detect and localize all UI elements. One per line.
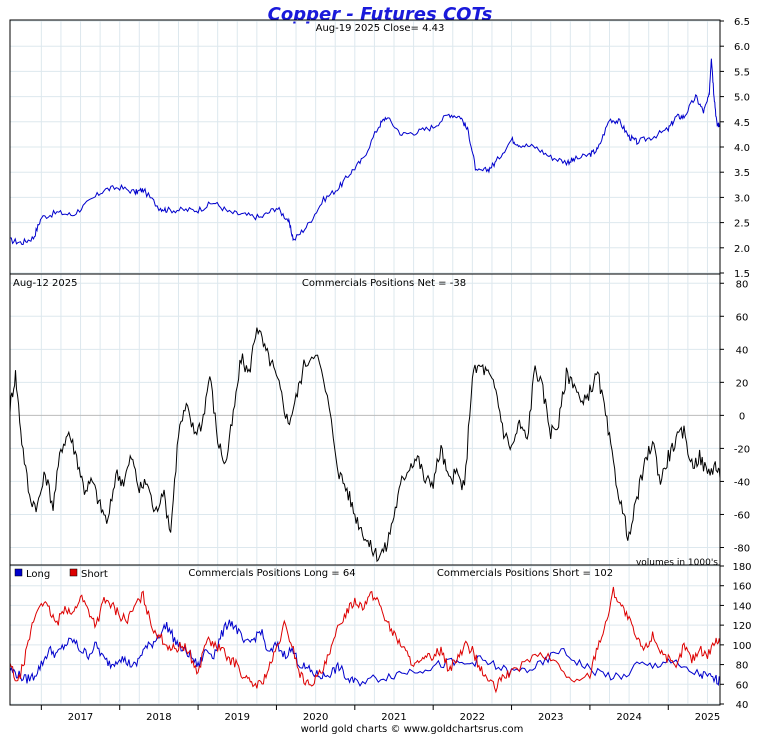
x-tick-label: 2020	[303, 712, 328, 723]
x-tick-label: 2021	[381, 712, 406, 723]
legend-short-swatch	[69, 568, 78, 577]
legend-long-label: Long	[26, 569, 50, 580]
long-header: Commercials Positions Long = 64	[188, 568, 355, 579]
x-tick-label: 2017	[68, 712, 93, 723]
y-tick-label: 2.0	[734, 244, 750, 255]
y-tick-label: 60	[736, 312, 749, 323]
y-tick-label: 5.5	[734, 67, 750, 78]
y-tick-label: 80	[736, 279, 749, 290]
chart-title: Copper - Futures COTs	[268, 4, 493, 25]
y-tick-label: 40	[736, 345, 749, 356]
legend: Long Short	[14, 568, 108, 580]
short-series-line	[9, 586, 721, 694]
panel-frame	[9, 273, 721, 566]
net-series-line	[9, 327, 721, 563]
y-tick-label: 160	[732, 582, 751, 593]
net-date-label: Aug-12 2025	[13, 278, 78, 289]
y-tick-label: 60	[736, 680, 749, 691]
x-tick-label: 2022	[460, 712, 485, 723]
y-tick-label: 6.5	[734, 17, 750, 28]
x-axis: 2017 2018 2019 2020 2021 2022 2023 2024 2025	[40, 705, 720, 723]
y-tick-label: -60	[734, 510, 750, 521]
price-panel: 6.5 6.0 5.5 5.0 4.5 4.0 3.5 3.0 2.5 2.0 1.5	[9, 17, 750, 280]
x-tick-label: 2019	[225, 712, 250, 723]
legend-long-swatch	[14, 568, 23, 577]
y-tick-label: 140	[732, 601, 751, 612]
y-tick-label: 2.5	[734, 219, 750, 230]
y-tick-label: 3.5	[734, 168, 750, 179]
legend-short-label: Short	[81, 569, 108, 580]
x-tick-label: 2018	[146, 712, 171, 723]
y-tick-label: 4.5	[734, 118, 750, 129]
y-tick-label: 120	[732, 621, 751, 632]
y-tick-label: 180	[732, 562, 751, 573]
y-tick-label: -80	[734, 543, 750, 554]
y-tick-label: -40	[734, 477, 750, 488]
volumes-footnote: volumes in 1000's	[636, 558, 718, 568]
y-tick-label: 40	[736, 700, 749, 711]
y-tick-label: 4.0	[734, 143, 750, 154]
price-series-line	[9, 58, 721, 246]
price-header: Aug-19 2025 Close= 4.43	[316, 23, 445, 34]
x-tick-label: 2025	[695, 712, 720, 723]
long-short-panel: 180 160 140 120 100 80 60 40	[9, 562, 752, 711]
x-tick-label: 2024	[616, 712, 641, 723]
net-header: Commercials Positions Net = -38	[302, 278, 466, 289]
y-tick-label: 80	[736, 661, 749, 672]
y-tick-label: 3.0	[734, 193, 750, 204]
y-tick-label: 0	[739, 411, 745, 422]
y-tick-label: 100	[732, 641, 751, 652]
long-series-line	[9, 619, 721, 687]
x-tick-label: 2023	[538, 712, 563, 723]
y-tick-label: 1.5	[734, 269, 750, 280]
panel-frame	[9, 564, 721, 706]
y-tick-label: 20	[736, 378, 749, 389]
credit: world gold charts © www.goldchartsrus.co…	[301, 724, 524, 735]
y-tick-label: 6.0	[734, 42, 750, 53]
net-positions-panel: 80 60 40 20 0 -20 -40 -60 -80	[9, 273, 750, 566]
y-tick-label: -20	[734, 444, 750, 455]
y-tick-label: 5.0	[734, 93, 750, 104]
short-header: Commercials Positions Short = 102	[437, 568, 613, 579]
